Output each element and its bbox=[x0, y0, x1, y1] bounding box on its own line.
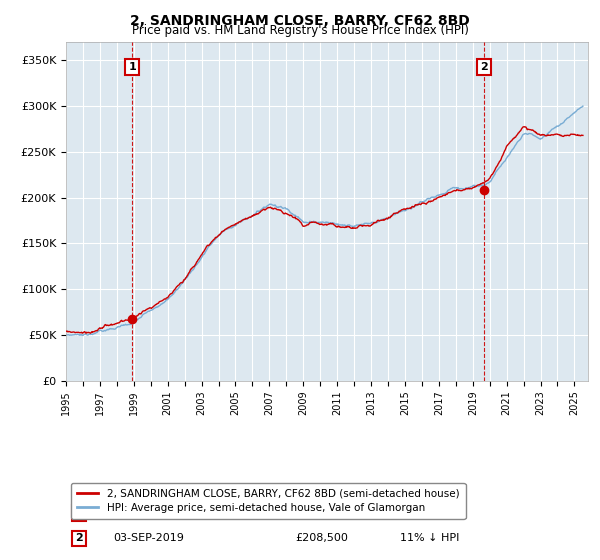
Text: £67,000: £67,000 bbox=[296, 508, 341, 518]
Text: Price paid vs. HM Land Registry's House Price Index (HPI): Price paid vs. HM Land Registry's House … bbox=[131, 24, 469, 37]
Text: 11% ↓ HPI: 11% ↓ HPI bbox=[400, 533, 460, 543]
Legend: 2, SANDRINGHAM CLOSE, BARRY, CF62 8BD (semi-detached house), HPI: Average price,: 2, SANDRINGHAM CLOSE, BARRY, CF62 8BD (s… bbox=[71, 483, 466, 519]
Text: 1: 1 bbox=[75, 508, 83, 518]
Text: 2: 2 bbox=[75, 533, 83, 543]
Text: 03-SEP-2019: 03-SEP-2019 bbox=[113, 533, 184, 543]
Text: 10% ↑ HPI: 10% ↑ HPI bbox=[400, 508, 460, 518]
Text: 2, SANDRINGHAM CLOSE, BARRY, CF62 8BD: 2, SANDRINGHAM CLOSE, BARRY, CF62 8BD bbox=[130, 14, 470, 28]
Text: 2: 2 bbox=[480, 62, 488, 72]
Text: £208,500: £208,500 bbox=[296, 533, 349, 543]
Text: 27-NOV-1998: 27-NOV-1998 bbox=[113, 508, 187, 518]
Text: 1: 1 bbox=[128, 62, 136, 72]
